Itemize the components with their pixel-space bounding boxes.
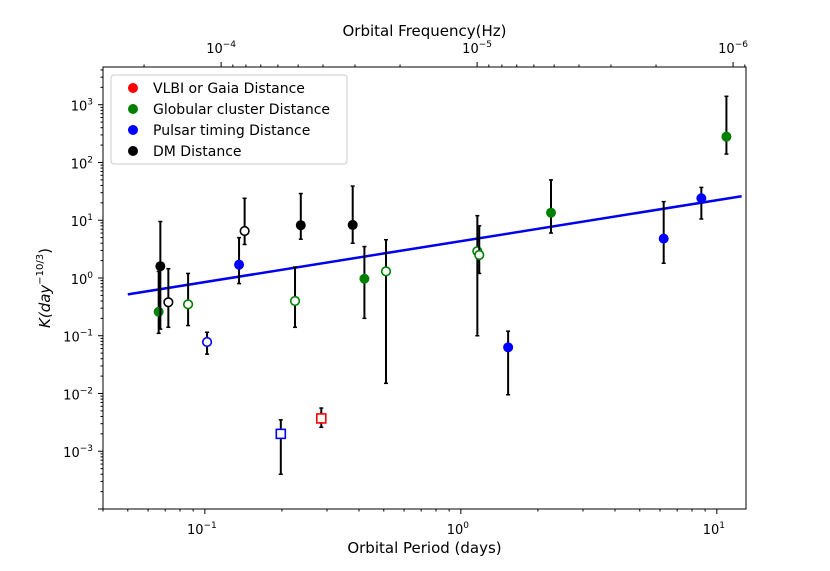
y-axis-label: K(day−10/3) — [35, 248, 54, 328]
data-point — [275, 419, 287, 475]
legend: VLBI or Gaia Distance Globular cluster Di… — [110, 74, 348, 165]
x-tick-label: 101 — [703, 521, 725, 538]
marker-filled-circle — [546, 207, 557, 218]
data-point — [472, 214, 483, 337]
marker-filled-circle — [153, 306, 164, 317]
y-tick-label: 10−2 — [63, 386, 93, 403]
marker-filled-circle — [658, 233, 669, 244]
fit-line — [127, 195, 742, 296]
top-tick-label: 10−5 — [462, 40, 492, 57]
marker-filled-circle — [155, 261, 166, 272]
marker-open-circle — [474, 249, 485, 261]
legend-box — [110, 74, 348, 165]
marker-open-circle — [163, 297, 174, 308]
legend-label: Globular cluster Distance — [153, 102, 330, 118]
data-point — [347, 185, 358, 244]
marker-open-circle — [182, 299, 194, 310]
plot-frame — [102, 66, 747, 510]
legend-label: Pulsar timing Distance — [153, 123, 310, 139]
data-point — [155, 220, 166, 330]
data-point — [696, 186, 707, 220]
marker-open-circle — [239, 225, 250, 237]
y-tick-label: 102 — [71, 155, 93, 172]
marker-filled-circle — [503, 342, 514, 353]
marker-filled-circle — [359, 273, 370, 284]
x-axis-label: Orbital Period (days) — [347, 539, 501, 557]
data-point — [721, 95, 732, 155]
data-point — [234, 236, 245, 285]
data-point — [295, 192, 306, 240]
marker-filled-circle — [721, 131, 732, 142]
y-tick-label: 100 — [71, 271, 94, 288]
top-tick-label: 10−4 — [206, 40, 236, 57]
marker-open-square — [275, 428, 287, 440]
marker-open-square — [315, 413, 327, 424]
data-point — [153, 270, 164, 335]
y-tick-label: 101 — [71, 213, 93, 230]
data-point — [380, 238, 392, 385]
top-axis-label: Orbital Frequency(Hz) — [342, 22, 506, 40]
data-point — [289, 266, 301, 329]
y-tick-label: 103 — [71, 98, 93, 115]
axes-layer: 10−1 100 101 10−3 10−2 10−1 100 101 102 103 10−4 10… — [63, 40, 748, 538]
marker-filled-circle — [234, 259, 245, 270]
data-point — [658, 200, 669, 264]
axis-labels: Orbital Period (days) Orbital Frequency(H… — [35, 22, 507, 557]
marker-filled-circle — [295, 220, 306, 231]
marker-open-circle — [201, 336, 213, 348]
marker-filled-circle — [347, 219, 358, 230]
legend-marker — [128, 146, 138, 156]
plot-layer — [127, 95, 742, 475]
legend-label: VLBI or Gaia Distance — [153, 81, 305, 97]
data-point — [474, 225, 485, 275]
marker-open-circle — [289, 295, 301, 307]
top-tick-label: 10−6 — [718, 40, 748, 57]
data-point — [503, 330, 514, 396]
x-tick-label: 100 — [447, 521, 470, 538]
y-tick-label: 10−3 — [63, 444, 93, 461]
legend-marker — [128, 83, 138, 93]
data-point — [201, 331, 213, 355]
legend-label: DM Distance — [153, 144, 242, 160]
legend-marker — [128, 125, 138, 135]
marker-filled-circle — [696, 193, 707, 204]
legend-marker — [128, 104, 138, 114]
data-point — [182, 272, 194, 327]
x-tick-label: 10−1 — [187, 521, 217, 538]
data-point — [546, 179, 557, 234]
data-point — [163, 267, 174, 329]
y-tick-label: 10−1 — [63, 329, 93, 346]
data-point — [239, 197, 250, 246]
marker-open-circle — [380, 266, 392, 277]
data-point — [359, 245, 370, 320]
data-point — [315, 407, 327, 429]
